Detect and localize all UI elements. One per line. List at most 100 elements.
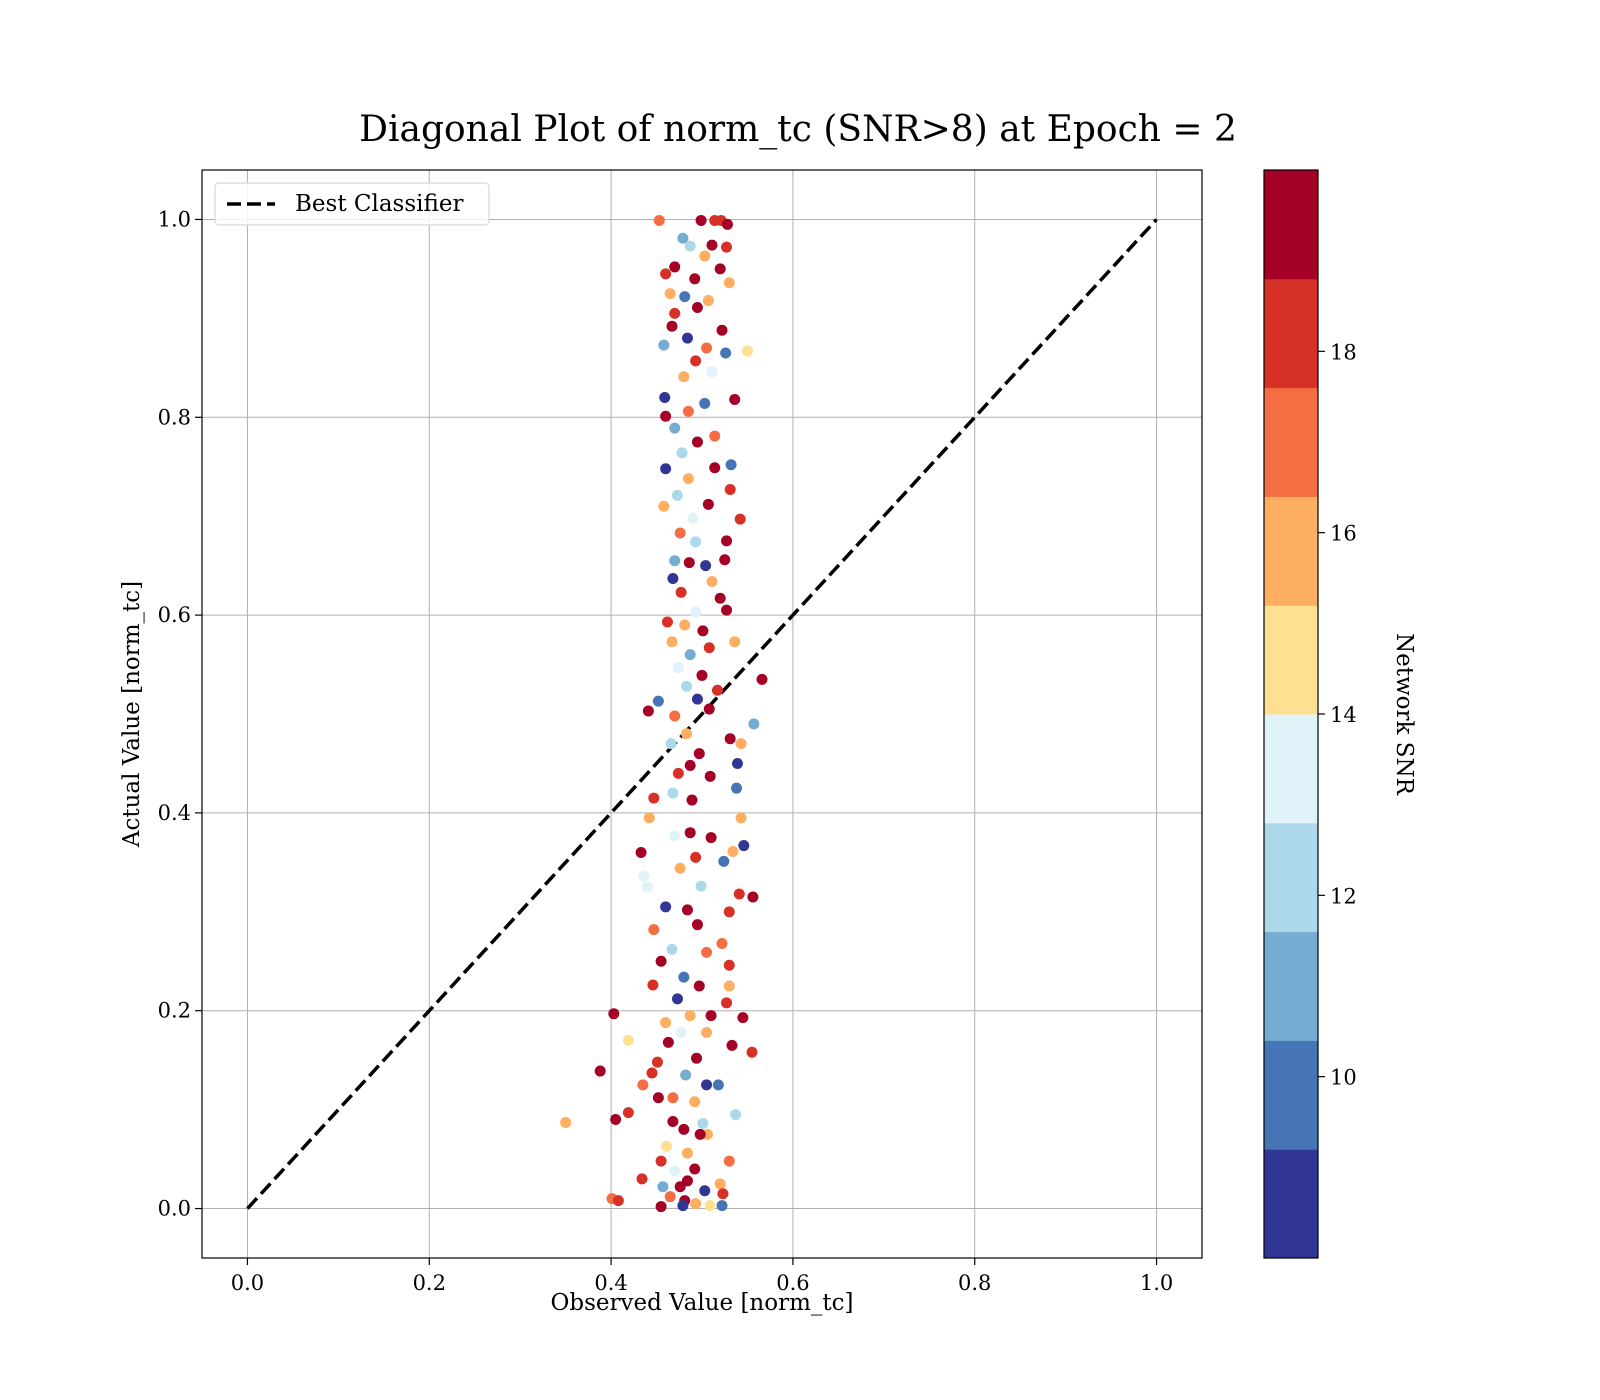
colorbar-segment: [1264, 170, 1318, 280]
data-point: [622, 1107, 634, 1119]
data-point: [664, 288, 676, 300]
data-point: [660, 901, 672, 913]
data-point: [684, 759, 696, 771]
data-point: [705, 1010, 717, 1022]
data-point: [724, 483, 736, 495]
data-point: [712, 1079, 724, 1091]
colorbar-segment: [1264, 1040, 1318, 1150]
data-point: [724, 733, 736, 745]
data-point: [681, 728, 693, 740]
data-point: [675, 586, 687, 598]
data-point: [672, 662, 684, 674]
colorbar-segment: [1264, 822, 1318, 933]
data-point: [684, 1010, 696, 1022]
data-point: [690, 851, 702, 863]
data-point: [667, 572, 679, 584]
data-point: [672, 767, 684, 779]
data-point: [682, 405, 694, 417]
data-point: [689, 1163, 701, 1175]
data-point: [718, 855, 730, 867]
colorbar-tick-label: 14: [1330, 703, 1357, 727]
data-point: [703, 642, 715, 654]
x-tick-label: 0.0: [231, 1271, 264, 1295]
data-point: [693, 980, 705, 992]
colorbar-segment: [1264, 496, 1318, 606]
data-point: [635, 846, 647, 858]
data-point: [669, 830, 681, 842]
data-point: [679, 291, 691, 303]
x-tick-label: 1.0: [1140, 1271, 1173, 1295]
data-point: [711, 684, 723, 696]
data-point: [738, 840, 750, 852]
data-point: [669, 1165, 681, 1177]
data-point: [716, 1200, 728, 1212]
data-point: [622, 1034, 634, 1046]
colorbar-ticks: 10 12 14 16 18: [1318, 340, 1357, 1090]
data-point: [723, 277, 735, 289]
data-point: [612, 1195, 624, 1207]
data-point: [679, 619, 691, 631]
y-tick-label: 0.6: [158, 603, 191, 627]
colorbar-segment: [1264, 387, 1318, 497]
data-point: [720, 347, 732, 359]
data-point: [684, 649, 696, 661]
colorbar-segment: [1264, 605, 1318, 715]
data-point: [560, 1116, 572, 1128]
data-point: [691, 693, 703, 705]
data-point: [721, 218, 733, 230]
data-point: [648, 792, 660, 804]
data-point: [660, 463, 672, 475]
data-point: [721, 604, 733, 616]
data-point: [690, 1198, 702, 1210]
data-point: [652, 695, 664, 707]
data-point: [678, 971, 690, 983]
y-axis-label: Actual Value [norm_tc]: [119, 581, 145, 848]
data-point: [667, 1092, 679, 1104]
data-point: [662, 1036, 674, 1048]
legend-entry-best-classifier: Best Classifier: [295, 191, 463, 217]
y-tick-label: 0.4: [158, 801, 191, 825]
data-point: [730, 1109, 742, 1121]
best-classifier-line: [246, 218, 1158, 1210]
data-point: [681, 1175, 693, 1187]
data-point: [667, 1116, 679, 1128]
data-point: [660, 268, 672, 280]
data-point: [677, 232, 689, 244]
data-point: [737, 1012, 749, 1024]
y-tick-label: 0.2: [158, 999, 191, 1023]
data-point: [669, 710, 681, 722]
data-point: [642, 705, 654, 717]
data-point: [723, 1155, 735, 1167]
data-point: [677, 1200, 689, 1212]
data-point: [683, 557, 695, 569]
data-point: [660, 1017, 672, 1029]
data-point: [721, 535, 733, 547]
data-point: [689, 273, 701, 285]
data-point: [733, 888, 745, 900]
data-point: [719, 554, 731, 566]
y-tick-label: 1.0: [158, 207, 191, 231]
legend-box: [214, 182, 490, 226]
data-point: [723, 959, 735, 971]
data-point: [655, 1155, 667, 1167]
data-point: [666, 636, 678, 648]
data-point: [610, 1114, 622, 1126]
data-point: [655, 1201, 667, 1213]
legend: Best Classifier: [214, 182, 490, 226]
data-point: [671, 993, 683, 1005]
colorbar-segment: [1264, 1149, 1318, 1259]
data-point: [647, 979, 659, 991]
data-point: [704, 1200, 716, 1212]
colorbar-tick-label: 12: [1330, 884, 1357, 908]
y-tick-label: 0.0: [158, 1197, 191, 1221]
y-axis-ticks: 0.0 0.2 0.4 0.6 0.8 1.0: [158, 207, 202, 1221]
grid-lines: [202, 170, 1202, 1258]
data-point: [676, 447, 688, 459]
data-point: [716, 937, 728, 949]
x-axis-label: Observed Value [norm_tc]: [551, 1290, 854, 1316]
colorbar-tick-label: 18: [1330, 340, 1357, 364]
data-point: [660, 410, 672, 422]
data-point: [666, 943, 678, 955]
data-point: [725, 459, 737, 471]
